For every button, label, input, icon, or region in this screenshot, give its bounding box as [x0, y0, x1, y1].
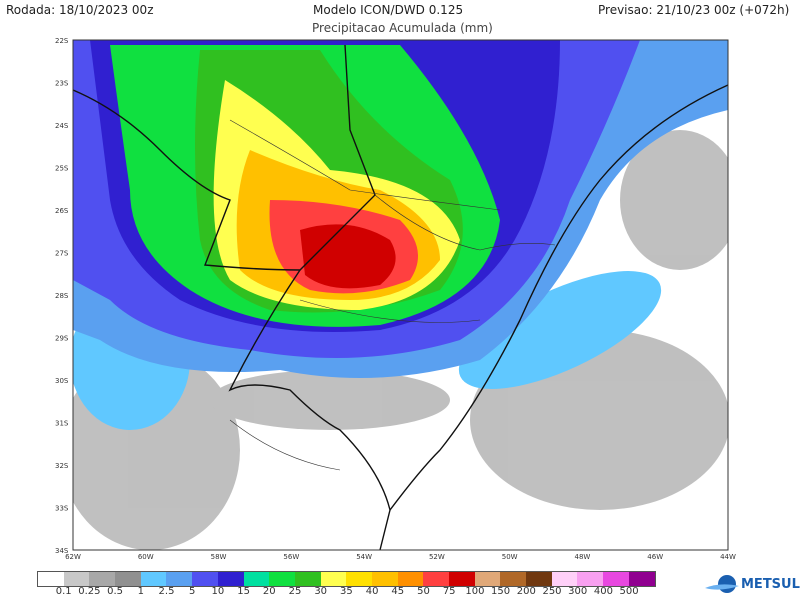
precipitation-map: 22S23S24S25S26S27S28S29S30S31S32S33S34S6…: [55, 37, 736, 561]
colorbar-swatch: [526, 572, 552, 586]
colorbar-label: 20: [262, 586, 276, 597]
lon-tick: 62W: [65, 553, 81, 561]
colorbar-label: 0.5: [107, 586, 124, 597]
lat-tick: 29S: [55, 335, 69, 343]
colorbar-label: 0.25: [78, 586, 101, 597]
colorbar-swatch: [89, 572, 116, 586]
lat-tick: 30S: [55, 377, 69, 385]
colorbar-swatch: [397, 572, 424, 586]
metsul-logo: METSUL: [705, 574, 800, 594]
lat-tick: 28S: [55, 292, 69, 300]
lon-tick: 52W: [429, 553, 445, 561]
lat-tick: 31S: [55, 420, 69, 428]
colorbar-label: 5: [189, 586, 196, 597]
lon-tick: 56W: [283, 553, 299, 561]
colorbar-label: 25: [288, 586, 302, 597]
colorbar-swatch: [423, 572, 449, 586]
colorbar-swatch: [551, 572, 578, 586]
colorbar-label: 2.5: [158, 586, 175, 597]
country-borders: [73, 44, 728, 550]
lon-tick: 46W: [647, 553, 663, 561]
lon-tick: 44W: [720, 553, 736, 561]
lon-tick: 54W: [356, 553, 372, 561]
colorbar-label: 100: [465, 586, 485, 597]
colorbar-swatch: [63, 572, 90, 586]
colorbar-swatch: [474, 572, 501, 586]
logo-text: METSUL: [741, 576, 800, 592]
colorbar-label: 45: [391, 586, 405, 597]
lat-tick: 33S: [55, 505, 69, 513]
model-label: Modelo ICON/DWD 0.125: [313, 3, 464, 17]
lon-tick: 60W: [138, 553, 154, 561]
colorbar-swatch: [371, 572, 398, 586]
colorbar-label: 50: [417, 586, 430, 597]
lat-tick: 34S: [55, 547, 69, 555]
colorbar-label: 75: [442, 586, 456, 597]
colorbar-swatch: [346, 572, 372, 586]
colorbar-swatch: [217, 572, 244, 586]
lat-tick: 25S: [55, 165, 69, 173]
colorbar-swatch: [269, 572, 295, 586]
colorbar-swatch: [192, 572, 218, 586]
lat-tick: 24S: [55, 122, 69, 130]
colorbar-label: 200: [516, 586, 536, 597]
lon-tick: 50W: [502, 553, 518, 561]
colorbar-label: 35: [340, 586, 353, 597]
colorbar-swatch: [628, 572, 655, 586]
colorbar-label: 250: [542, 586, 562, 597]
colorbar-swatch: [38, 572, 64, 586]
colorbar-label: 40: [365, 586, 379, 597]
colorbar-label: 400: [593, 586, 613, 597]
colorbar-swatch: [294, 572, 321, 586]
lat-tick: 22S: [55, 37, 69, 45]
state-borders: [229, 119, 556, 471]
colorbar-swatch: [320, 572, 347, 586]
lat-tick: 27S: [55, 250, 69, 258]
lat-tick: 32S: [55, 462, 69, 470]
colorbar-label: 500: [619, 586, 639, 597]
colorbar: [37, 571, 656, 587]
colorbar-label: 0.1: [55, 586, 72, 597]
colorbar-swatch: [140, 572, 167, 586]
colorbar-label: 10: [211, 586, 225, 597]
forecast-label: Previsao: 21/10/23 00z (+072h): [598, 3, 790, 17]
lat-tick: 26S: [55, 207, 69, 215]
colorbar-label: 30: [314, 586, 328, 597]
colorbar-swatch: [449, 572, 475, 586]
colorbar-swatch: [115, 572, 141, 586]
colorbar-swatch: [603, 572, 629, 586]
colorbar-swatch: [243, 572, 270, 586]
colorbar-label: 15: [237, 586, 250, 597]
colorbar-swatch: [166, 572, 193, 586]
lon-tick: 58W: [211, 553, 227, 561]
map-subtitle: Precipitacao Acumulada (mm): [312, 21, 493, 35]
run-label: Rodada: 18/10/2023 00z: [6, 3, 154, 17]
colorbar-swatch: [577, 572, 604, 586]
colorbar-label: 300: [568, 586, 588, 597]
lat-tick: 23S: [55, 80, 69, 88]
globe-icon: [705, 575, 739, 593]
lon-tick: 48W: [575, 553, 591, 561]
colorbar-swatch: [500, 572, 527, 586]
colorbar-label: 150: [491, 586, 511, 597]
colorbar-label: 1: [137, 586, 144, 597]
